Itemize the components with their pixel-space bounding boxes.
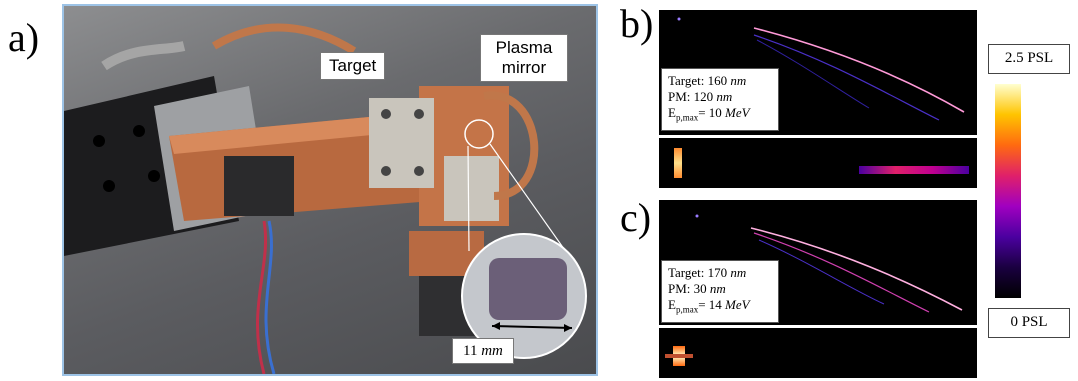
panel-c-target-line: Target: 170 nm (668, 265, 747, 280)
panel-b-lower-scan (659, 138, 977, 188)
panel-label-a: a) (8, 15, 40, 60)
scale-value: 11 (463, 343, 478, 359)
panel-c-main-scan: Target: 170 nm PM: 30 nm Ep,max= 14 MeV (659, 200, 977, 325)
target-holder (369, 98, 434, 188)
panel-c-info-box: Target: 170 nm PM: 30 nm Ep,max= 14 MeV (661, 260, 779, 323)
setup-illustration (64, 23, 587, 374)
experimental-setup-photo: Target Plasma mirror 11 mm (62, 4, 598, 376)
target-foil (489, 258, 567, 320)
panel-c-proton-traces (695, 214, 963, 313)
panel-b-main-scan: Target: 160 nm PM: 120 nm Ep,max= 10 MeV (659, 10, 977, 135)
stepper-motor (224, 156, 294, 216)
scale-unit: mm (481, 343, 503, 359)
plasma-mirror-callout: Plasma mirror (480, 34, 568, 82)
panel-c-pm-line: PM: 30 nm (668, 281, 726, 296)
panel-label-b: b) (620, 1, 654, 46)
copper-tube (483, 91, 539, 200)
plasma-mirror-highlight (464, 119, 494, 149)
scale-bar (491, 325, 573, 329)
panel-b-pm-line: PM: 120 nm (668, 89, 733, 104)
scale-callout: 11 mm (452, 338, 514, 364)
panel-b-proton-traces (677, 17, 965, 121)
panel-b-info-box: Target: 160 nm PM: 120 nm Ep,max= 10 MeV (661, 68, 779, 131)
panel-c-energy-line: Ep,max= 14 MeV (668, 297, 750, 315)
colorbar-max-label: 2.5 PSL (988, 44, 1070, 74)
colorbar-min-label: 0 PSL (988, 308, 1070, 338)
panel-label-c: c) (620, 195, 652, 240)
colorbar-gradient (995, 84, 1021, 298)
panel-c-lower-scan (659, 328, 977, 378)
target-callout: Target (320, 52, 386, 80)
panel-b-target-line: Target: 160 nm (668, 73, 747, 88)
panel-b-energy-line: Ep,max= 10 MeV (668, 105, 750, 123)
